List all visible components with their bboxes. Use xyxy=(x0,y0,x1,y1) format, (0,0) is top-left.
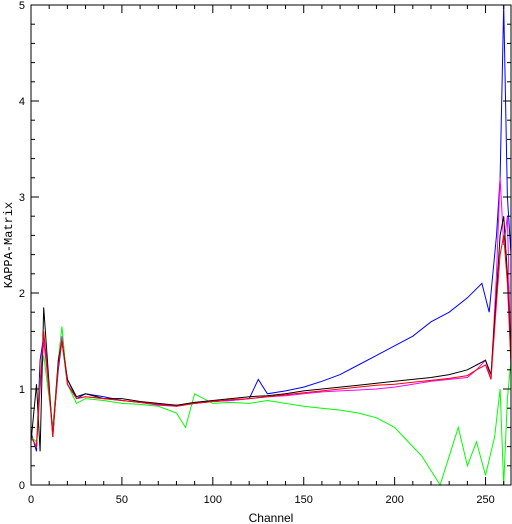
x-tick-label: 0 xyxy=(28,494,34,506)
series-line-2 xyxy=(30,326,512,487)
y-tick-label: 3 xyxy=(19,192,25,204)
series-line-4 xyxy=(30,216,512,452)
series-line-5 xyxy=(30,235,512,449)
y-tick-label: 5 xyxy=(19,0,25,12)
x-tick-label: 200 xyxy=(385,494,403,506)
x-tick-label: 100 xyxy=(204,494,222,506)
y-tick-label: 4 xyxy=(19,96,25,108)
ticks-layer: 0 50 100 150 200 250 0 1 2 3 4 5 xyxy=(19,0,511,506)
y-axis-label: KAPPA-Matrix xyxy=(2,202,16,288)
plot-frame xyxy=(30,4,512,486)
y-tick-label: 0 xyxy=(19,480,25,492)
x-tick-label: 50 xyxy=(116,494,128,506)
series-line-3 xyxy=(30,177,512,449)
y-tick-label: 2 xyxy=(19,288,25,300)
series-layer xyxy=(30,4,512,487)
x-axis-label: Channel xyxy=(249,511,294,524)
series-line-1 xyxy=(30,4,512,452)
x-tick-label: 250 xyxy=(476,494,494,506)
x-tick-label: 150 xyxy=(295,494,313,506)
y-tick-label: 1 xyxy=(19,384,25,396)
